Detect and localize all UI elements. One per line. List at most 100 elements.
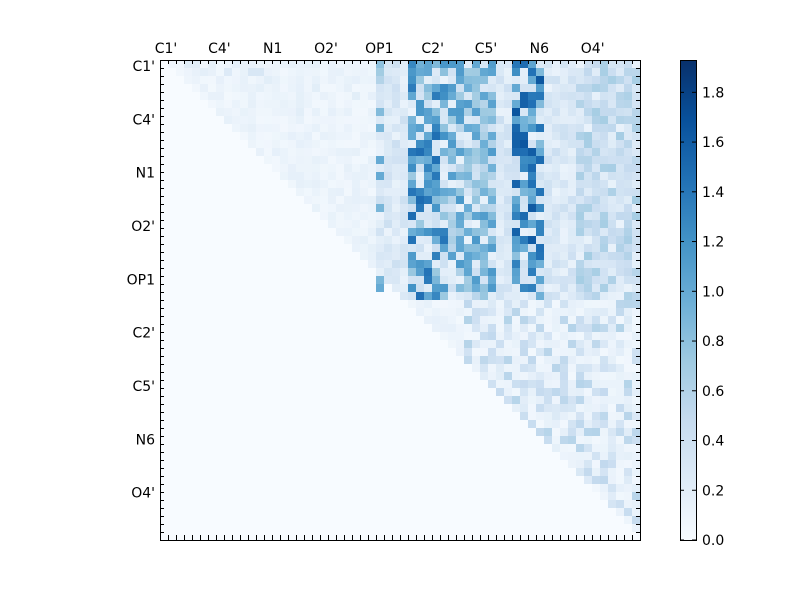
heatmap-cell [560,292,569,301]
heatmap-cell [320,196,329,205]
heatmap-cell [272,236,281,245]
heatmap-cell [392,284,401,293]
heatmap-cell [248,524,257,533]
heatmap-cell [248,76,257,85]
heatmap-cell [248,348,257,357]
y-tick-label: O2' [131,219,155,235]
heatmap-cell [488,396,497,405]
heatmap-cell [416,524,425,533]
heatmap-cell [584,268,593,277]
heatmap-cell [480,204,489,213]
heatmap-cell [280,260,289,269]
heatmap-cell [312,68,321,77]
heatmap-cell [392,76,401,85]
heatmap-cell [464,300,473,309]
heatmap-cell [192,60,201,69]
heatmap-cell [528,380,537,389]
heatmap-cell [280,140,289,149]
heatmap-cell [184,132,193,141]
heatmap-cell [264,476,273,485]
heatmap-cell [288,420,297,429]
heatmap-cell [200,468,209,477]
heatmap-cell [176,244,185,253]
heatmap-cell [624,388,633,397]
heatmap-cell [424,380,433,389]
heatmap-cell [448,108,457,117]
heatmap-cell [456,244,465,253]
heatmap-cell [536,84,545,93]
heatmap-cell [576,76,585,85]
heatmap-cell [184,76,193,85]
heatmap-cell [512,372,521,381]
heatmap-cell [280,204,289,213]
heatmap-cell [408,396,417,405]
heatmap-cell [384,164,393,173]
heatmap-cell [408,228,417,237]
heatmap-cell [304,508,313,517]
heatmap-cell [456,356,465,365]
heatmap-cell [216,100,225,109]
heatmap-cell [224,404,233,413]
heatmap-cell [320,188,329,197]
heatmap-cell [560,60,569,69]
heatmap-cell [408,204,417,213]
heatmap-cell [320,100,329,109]
heatmap-cell [560,124,569,133]
heatmap-cell [568,484,577,493]
heatmap-cell [368,260,377,269]
heatmap-cell [272,324,281,333]
heatmap-cell [312,308,321,317]
heatmap-cell [536,164,545,173]
heatmap-cell [424,428,433,437]
heatmap-cell [288,116,297,125]
heatmap-cell [256,172,265,181]
heatmap-cell [360,228,369,237]
heatmap-cell [448,348,457,357]
heatmap-cell [440,404,449,413]
heatmap-cell [512,108,521,117]
heatmap-cell [232,196,241,205]
heatmap-cell [424,332,433,341]
heatmap-cell [416,164,425,173]
heatmap-cell [632,412,641,421]
heatmap-cell [632,252,641,261]
heatmap-cell [272,260,281,269]
heatmap-cell [304,476,313,485]
heatmap-cell [392,348,401,357]
heatmap-cell [264,92,273,101]
heatmap-cell [544,516,553,525]
heatmap-cell [208,324,217,333]
heatmap-cell [320,332,329,341]
heatmap-cell [520,468,529,477]
heatmap-cell [568,180,577,189]
heatmap-cell [392,236,401,245]
heatmap-cell [376,268,385,277]
heatmap-cell [192,396,201,405]
heatmap-cell [232,340,241,349]
heatmap-cell [344,308,353,317]
heatmap-cell [424,228,433,237]
heatmap-cell [552,92,561,101]
heatmap-cell [528,300,537,309]
heatmap-cell [272,428,281,437]
heatmap-cell [256,204,265,213]
heatmap-cell [472,68,481,77]
heatmap-cell [400,372,409,381]
heatmap-cell [232,76,241,85]
heatmap-cell [336,372,345,381]
heatmap-cell [448,268,457,277]
heatmap-cell [160,260,169,269]
heatmap-cell [632,60,641,69]
heatmap-cell [272,388,281,397]
heatmap-cell [264,260,273,269]
heatmap-cell [256,212,265,221]
heatmap-cell [560,204,569,213]
heatmap-cell [624,204,633,213]
heatmap-cell [352,452,361,461]
heatmap-cell [536,228,545,237]
heatmap-cell [192,148,201,157]
heatmap-cell [272,180,281,189]
heatmap-cell [352,308,361,317]
heatmap-cell [424,404,433,413]
heatmap-cell [344,444,353,453]
